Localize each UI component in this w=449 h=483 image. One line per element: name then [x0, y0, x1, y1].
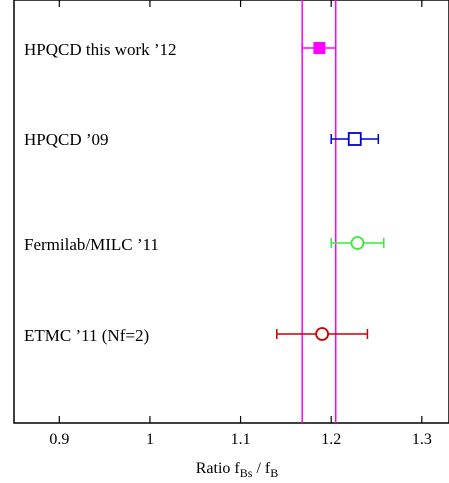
x-tick-label: 1	[146, 431, 154, 448]
x-axis-title: Ratio fBs / fB	[196, 460, 278, 480]
data-point	[330, 236, 385, 250]
point-marker	[313, 42, 326, 54]
x-tick-label: 1.3	[412, 431, 432, 448]
point-labels: HPQCD this work ’12 HPQCD ’09 Fermilab/MIL…	[24, 40, 177, 345]
point-label: ETMC ’11 (Nf=2)	[24, 326, 149, 345]
point-label: HPQCD ’09	[24, 130, 109, 149]
point-label: HPQCD this work ’12	[24, 40, 177, 59]
x-tick-label: 1.2	[321, 431, 341, 448]
point-marker	[315, 327, 330, 341]
point-marker	[350, 236, 365, 250]
plot-frame	[13, 0, 449, 424]
data-point	[276, 327, 369, 341]
average-band	[301, 0, 337, 423]
point-marker	[347, 132, 362, 146]
x-tick-label: 0.9	[49, 431, 69, 448]
x-tick-label: 1.1	[231, 431, 251, 448]
data-points	[276, 42, 385, 341]
data-point	[330, 132, 380, 146]
x-axis-ticks: 0.9 1 1.1 1.2 1.3	[49, 0, 432, 448]
point-label: Fermilab/MILC ’11	[24, 235, 159, 254]
data-point	[301, 42, 337, 54]
